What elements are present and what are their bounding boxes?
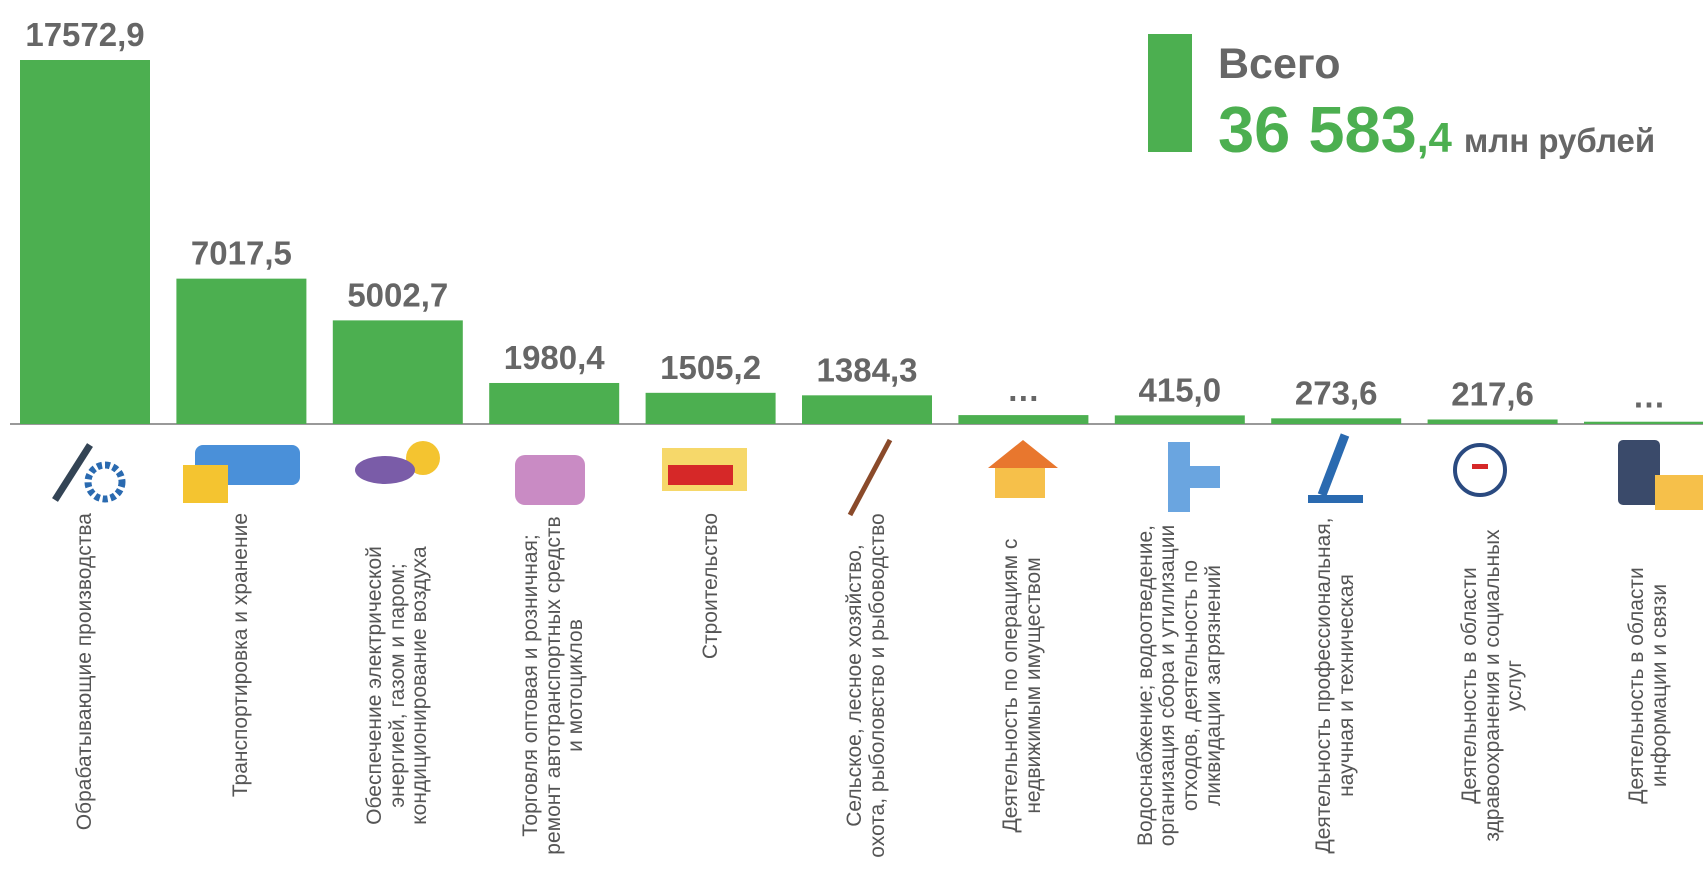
category-label: Деятельность в области информации и связ… xyxy=(1626,513,1671,858)
icon xyxy=(183,465,228,503)
value-label: 17572,9 xyxy=(25,16,144,53)
category-label-box: Водоснабжение; водоотведение, организаци… xyxy=(1125,513,1235,868)
total-decimal: ,4 xyxy=(1417,114,1453,161)
value-label: 1980,4 xyxy=(504,339,606,376)
value-label: 415,0 xyxy=(1139,371,1222,408)
total-unit: млн рублей xyxy=(1464,122,1655,159)
bar xyxy=(1428,419,1558,424)
bar xyxy=(1271,418,1401,424)
value-label: … xyxy=(1633,378,1666,415)
bar xyxy=(958,415,1088,424)
icons xyxy=(55,435,1703,515)
category-label-box: Деятельность в области здравоохранения и… xyxy=(1438,513,1548,868)
category-label-box: Сельское, лесное хозяйство, охота, рыбол… xyxy=(812,513,922,868)
category-label: Сельское, лесное хозяйство, охота, рыбол… xyxy=(844,513,889,858)
category-label: Транспортировка и хранение xyxy=(230,513,253,797)
category-label: Обрабатывающие производства xyxy=(74,513,97,830)
total-label: Всего xyxy=(1218,40,1341,88)
bar xyxy=(1584,422,1703,424)
total-integer: 36 583 xyxy=(1218,93,1417,166)
icon xyxy=(850,440,890,515)
category-label-box: Деятельность в области информации и связ… xyxy=(1594,513,1703,868)
bar xyxy=(489,383,619,424)
icon xyxy=(1618,440,1660,505)
value-label: 273,6 xyxy=(1295,374,1378,411)
icon xyxy=(668,465,733,485)
icon xyxy=(1190,466,1220,488)
icon xyxy=(1322,435,1345,495)
value-label: … xyxy=(1007,371,1040,408)
value-label: 217,6 xyxy=(1451,375,1534,412)
icon xyxy=(1472,464,1488,469)
page: Всего 36 583,4 млн рублей 17572,9 7017,5 50… xyxy=(0,0,1703,876)
category-label: Обеспечение электрической энергией, газо… xyxy=(364,513,432,858)
category-label: Деятельность профессиональная, научная и… xyxy=(1314,513,1359,858)
value-label: 5002,7 xyxy=(347,276,448,313)
category-label-box: Обрабатывающие производства xyxy=(30,513,140,868)
icon xyxy=(88,465,122,499)
bar xyxy=(1115,415,1245,424)
category-label-box: Обеспечение электрической энергией, газо… xyxy=(343,513,453,868)
category-label-box: Деятельность по операциям с недвижимым и… xyxy=(968,513,1078,868)
value-label: 7017,5 xyxy=(191,235,292,272)
icon xyxy=(1655,475,1703,510)
icon xyxy=(515,455,585,505)
icon xyxy=(1455,445,1505,495)
bar xyxy=(646,393,776,424)
category-label: Торговля оптовая и розничная; ремонт авт… xyxy=(520,513,588,858)
category-label-box: Транспортировка и хранение xyxy=(186,513,296,868)
icon xyxy=(55,445,90,500)
icon xyxy=(988,440,1058,468)
category-label-box: Торговля оптовая и розничная; ремонт авт… xyxy=(499,513,609,868)
category-label-box: Строительство xyxy=(656,513,766,868)
value-label: 1505,2 xyxy=(660,349,761,386)
icon xyxy=(355,456,415,484)
icon xyxy=(995,468,1045,498)
bar xyxy=(176,279,306,424)
value-label: 1384,3 xyxy=(817,351,918,388)
category-label: Строительство xyxy=(699,513,722,659)
category-label: Деятельность по операциям с недвижимым и… xyxy=(1001,513,1046,858)
bar xyxy=(20,60,150,424)
category-label: Водоснабжение; водоотведение, организаци… xyxy=(1134,513,1225,858)
icon xyxy=(1308,495,1363,503)
category-label: Деятельность в области здравоохранения и… xyxy=(1459,513,1527,858)
icon xyxy=(1168,442,1190,512)
total-value: 36 583,4 млн рублей xyxy=(1218,93,1655,166)
total-swatch xyxy=(1148,34,1192,152)
bar xyxy=(333,320,463,424)
category-label-box: Деятельность профессиональная, научная и… xyxy=(1281,513,1391,868)
bar xyxy=(802,395,932,424)
